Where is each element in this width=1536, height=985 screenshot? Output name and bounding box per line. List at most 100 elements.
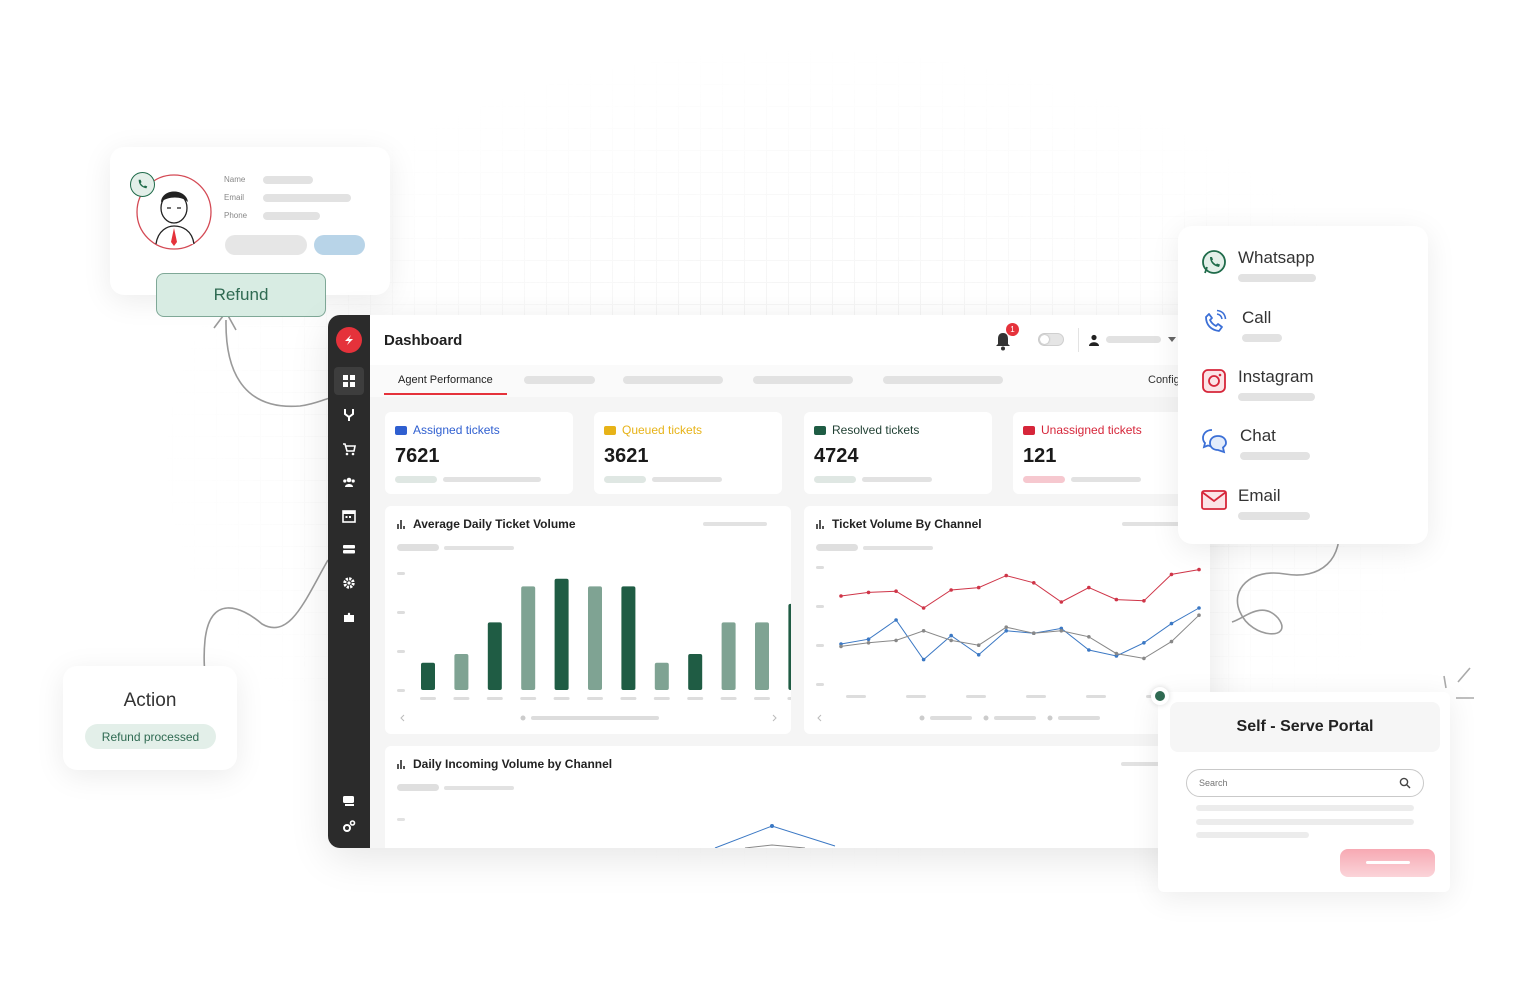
x-tick-placeholder <box>687 697 704 700</box>
user-menu[interactable] <box>1088 330 1178 350</box>
notification-bell[interactable]: 1 <box>994 323 1019 353</box>
customer-profile-card: Name Email Phone <box>110 147 390 295</box>
tab-agent-performance[interactable]: Agent Performance <box>384 365 507 395</box>
series-point <box>1087 585 1091 590</box>
sidebar-item-team[interactable] <box>334 468 364 496</box>
assigned-tickets-icon <box>395 425 407 435</box>
channel-sub-placeholder <box>1238 512 1310 520</box>
sidebar-item-dashboard[interactable] <box>334 367 364 395</box>
stat-sub-placeholder <box>1023 476 1065 483</box>
search-icon[interactable] <box>1399 777 1411 789</box>
channel-whatsapp[interactable]: Whatsapp <box>1200 248 1316 282</box>
tab-placeholder-2[interactable] <box>623 376 723 384</box>
legend-dot <box>1047 715 1053 721</box>
x-tick-placeholder <box>787 697 791 700</box>
secondary-action-placeholder[interactable] <box>225 235 307 255</box>
x-tick-placeholder <box>453 697 470 700</box>
y-tick-placeholder <box>397 818 405 821</box>
tab-placeholder-4[interactable] <box>883 376 1003 384</box>
x-tick-placeholder <box>420 697 436 700</box>
bar <box>554 578 569 690</box>
refund-processed-badge: Refund processed <box>85 724 216 749</box>
primary-action-placeholder[interactable] <box>314 235 365 255</box>
tab-placeholder-3[interactable] <box>753 376 853 384</box>
series-point <box>839 644 843 649</box>
series-point <box>1004 629 1009 633</box>
channel-sub-placeholder <box>1238 393 1315 401</box>
series-point <box>866 590 871 595</box>
y-tick-placeholder <box>397 611 405 614</box>
series-line-3 <box>840 614 1200 659</box>
channel-call[interactable]: Call <box>1200 308 1282 342</box>
chevron-right-icon <box>772 714 777 722</box>
bar <box>788 603 791 690</box>
series-point <box>1114 597 1119 602</box>
sidebar-item-cart[interactable] <box>334 435 364 463</box>
envelope-icon <box>1201 490 1227 510</box>
panel-menu-placeholder[interactable] <box>703 522 767 526</box>
x-tick-placeholder <box>906 695 926 698</box>
stat-card-unassigned[interactable]: Unassigned tickets 121 <box>1013 412 1201 494</box>
series-point <box>1142 641 1146 645</box>
panel-menu-placeholder[interactable] <box>1121 762 1161 766</box>
portal-connector-dot-inner <box>1155 691 1165 701</box>
panel-title-text: Average Daily Ticket Volume <box>413 517 576 531</box>
panel-title: Daily Incoming Volume by Channel <box>397 757 612 771</box>
theme-toggle[interactable] <box>1038 333 1064 346</box>
config-link[interactable]: Config <box>1148 374 1180 386</box>
x-tick-placeholder <box>720 697 737 700</box>
field-value-email <box>263 194 351 202</box>
bar-chart-icon <box>816 519 826 529</box>
user-name-placeholder <box>1106 336 1161 343</box>
bar <box>621 586 636 690</box>
channel-chat[interactable]: Chat <box>1200 426 1310 460</box>
chevron-left-icon <box>817 714 822 722</box>
sidebar <box>328 315 370 848</box>
y-tick-placeholder <box>397 650 405 653</box>
series-point <box>839 594 843 598</box>
series-line-2 <box>840 607 1200 661</box>
channel-instagram[interactable]: Instagram <box>1200 367 1315 401</box>
portal-search-input[interactable] <box>1186 769 1424 797</box>
daily-incoming-panel: Daily Incoming Volume by Channel <box>385 746 1210 848</box>
bar <box>454 654 469 690</box>
sidebar-item-filter[interactable] <box>334 401 364 429</box>
sidebar-item-integrations[interactable] <box>334 603 364 631</box>
puzzle-icon <box>344 612 354 622</box>
sidebar-item-messages[interactable] <box>334 787 364 815</box>
refund-button[interactable]: Refund <box>156 273 326 317</box>
y-tick-placeholder <box>397 689 405 692</box>
x-tick-placeholder <box>846 695 866 698</box>
channel-name: Email <box>1238 486 1281 505</box>
portal-submit-button[interactable] <box>1340 849 1435 877</box>
bar <box>487 622 502 690</box>
channel-email[interactable]: Email <box>1200 486 1310 520</box>
sidebar-item-tickets[interactable] <box>334 535 364 563</box>
tab-placeholder-1[interactable] <box>524 376 595 384</box>
channel-name: Chat <box>1240 426 1276 445</box>
bar <box>521 586 536 690</box>
settings-icon <box>343 577 355 589</box>
sidebar-item-config[interactable] <box>334 812 364 840</box>
stat-label-text: Resolved tickets <box>832 423 920 437</box>
brand-logo[interactable] <box>336 327 362 353</box>
sidebar-item-calendar[interactable] <box>334 502 364 530</box>
whatsapp-icon <box>1202 250 1226 274</box>
series-point <box>1114 651 1119 656</box>
series-point <box>921 606 926 610</box>
stat-card-assigned[interactable]: Assigned tickets 7621 <box>385 412 573 494</box>
panel-menu-placeholder[interactable] <box>1122 522 1186 526</box>
team-icon <box>343 477 355 487</box>
legend-dot <box>919 715 925 721</box>
series-point <box>1169 639 1174 644</box>
panel-sub-placeholder <box>444 546 514 550</box>
stat-card-queued[interactable]: Queued tickets 3621 <box>594 412 782 494</box>
stat-card-resolved[interactable]: Resolved tickets 4724 <box>804 412 992 494</box>
phone-icon <box>1205 309 1227 332</box>
chevron-down-icon <box>1168 337 1176 342</box>
series-point <box>1004 625 1009 629</box>
channel-sub-placeholder <box>1242 334 1282 342</box>
stat-label: Resolved tickets <box>814 423 919 437</box>
portal-title: Self - Serve Portal <box>1170 702 1440 752</box>
sidebar-item-settings[interactable] <box>334 569 364 597</box>
